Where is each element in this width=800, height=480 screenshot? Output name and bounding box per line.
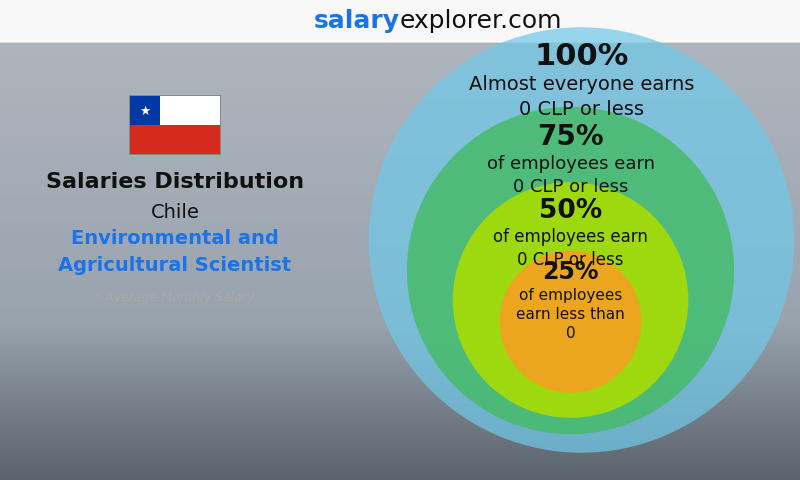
Text: Environmental and
Agricultural Scientist: Environmental and Agricultural Scientist	[58, 229, 291, 275]
Circle shape	[453, 182, 688, 418]
Text: explorer.com: explorer.com	[400, 9, 562, 33]
Bar	[130, 96, 220, 125]
Circle shape	[500, 251, 642, 393]
Text: ★: ★	[139, 105, 150, 118]
Circle shape	[407, 107, 734, 434]
Text: Salaries Distribution: Salaries Distribution	[46, 172, 304, 192]
Text: of employees earn
0 CLP or less: of employees earn 0 CLP or less	[486, 155, 654, 196]
Bar	[129, 95, 221, 155]
Text: 50%: 50%	[539, 198, 602, 224]
Text: of employees earn
0 CLP or less: of employees earn 0 CLP or less	[493, 228, 648, 269]
Text: 25%: 25%	[542, 260, 598, 284]
Circle shape	[369, 27, 794, 453]
Bar	[130, 125, 220, 154]
Bar	[0, 0, 800, 42]
Text: of employees
earn less than
0: of employees earn less than 0	[516, 288, 625, 341]
Text: salary: salary	[314, 9, 400, 33]
Bar	[130, 96, 160, 125]
Text: * Average Monthly Salary: * Average Monthly Salary	[95, 291, 254, 304]
Text: Almost everyone earns
0 CLP or less: Almost everyone earns 0 CLP or less	[469, 75, 694, 119]
Bar	[0, 42, 800, 43]
Text: 75%: 75%	[538, 122, 604, 151]
Text: 100%: 100%	[534, 42, 629, 71]
Text: Chile: Chile	[150, 203, 199, 221]
